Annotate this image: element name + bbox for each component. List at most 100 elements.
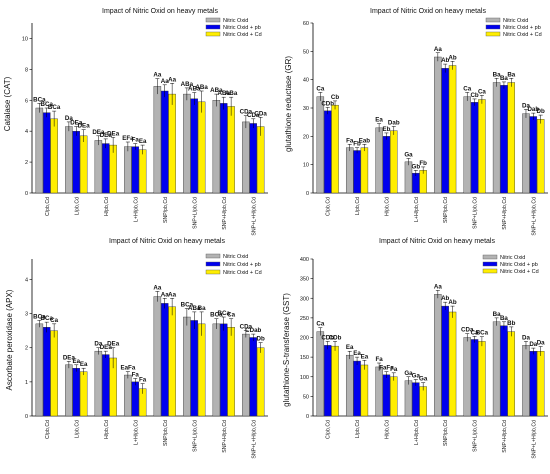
bar <box>331 104 339 194</box>
legend-label-1: Nitric Oxid + pb <box>503 25 541 31</box>
legend: Nitric Oxid Nitric Oxid + pb Nitric Oxid… <box>205 253 262 276</box>
legend-label-1: Nitric Oxid + pb <box>500 262 538 268</box>
significance-label: Aa <box>153 284 161 291</box>
x-tick-label: SNP+H/pb,Cd <box>502 420 508 453</box>
bar <box>323 345 332 417</box>
significance-label: Ea <box>139 138 147 145</box>
x-tick-label: SNP/pb,Cd <box>443 420 449 446</box>
x-tick-label: SNP/pb,Cd <box>163 420 169 446</box>
bar <box>242 121 250 194</box>
y-tick-label: 10 <box>22 36 28 42</box>
y-tick-label: 150 <box>300 355 309 361</box>
legend-swatch-1 <box>205 24 221 30</box>
panel-gst: Impact of Nitric Oxid on heavy metals gl… <box>282 238 548 459</box>
bar <box>242 333 250 417</box>
bar <box>249 123 257 194</box>
bar <box>463 96 471 194</box>
y-tick-label: 400 <box>300 257 309 263</box>
x-tick-label: SNP+L+H/pb,Cd <box>251 420 257 459</box>
significance-label: Ga <box>404 370 413 377</box>
significance-label: Eb <box>382 126 390 133</box>
significance-label: Ab <box>441 57 449 64</box>
significance-label: DEa <box>100 344 113 351</box>
x-tick-label: SNP+L/pb,Cd <box>473 197 479 229</box>
x-tick-label: H/pb,Cd <box>104 197 110 216</box>
bar <box>161 303 169 417</box>
y-tick-label: 40 <box>303 78 309 84</box>
bar <box>492 321 501 417</box>
legend-swatch-0 <box>205 17 221 23</box>
significance-label: CDa <box>254 110 267 117</box>
bar <box>404 380 413 417</box>
significance-label: DEa <box>78 123 91 130</box>
y-tick-label: 2 <box>25 160 28 166</box>
legend-label-1: Nitric Oxid + pb <box>223 25 261 31</box>
x-tick-label: SNP+H/pb,Cd <box>502 197 508 230</box>
significance-label: ABa <box>218 90 231 97</box>
bar <box>536 351 545 417</box>
significance-label: Cb <box>470 92 478 99</box>
y-tick-label: 0 <box>306 191 309 197</box>
legend-swatch-2 <box>205 31 221 37</box>
chart-title: Impact of Nitric Oxid on heavy metals <box>379 238 495 245</box>
x-tick-label: L+H/pb,Cd <box>414 420 420 445</box>
bar <box>360 147 369 194</box>
significance-label: Ga <box>412 372 421 379</box>
x-tick-label: C/pb,Cd <box>326 420 332 439</box>
significance-label: Fa <box>132 137 140 144</box>
significance-label: DEa <box>70 120 83 127</box>
panel-gr: Impact of Nitric Oxid on heavy metals gl… <box>284 8 548 236</box>
bar <box>72 368 80 417</box>
legend-swatch-0 <box>482 254 498 260</box>
significance-label: BCa <box>476 330 489 337</box>
chart-title: Impact of Nitric Oxid on heavy metals <box>102 8 218 15</box>
bar <box>345 354 354 417</box>
significance-label: Fa <box>139 377 147 384</box>
y-tick-label: 3 <box>25 312 28 318</box>
significance-label: Fa <box>390 366 398 373</box>
significance-label: CDa <box>247 112 260 119</box>
significance-label: Bb <box>507 320 515 327</box>
significance-label: Fa <box>375 356 383 363</box>
bar <box>345 147 354 194</box>
bar <box>382 374 391 417</box>
bar <box>102 354 110 417</box>
significance-label: Ea <box>361 353 369 360</box>
legend-label-1: Nitric Oxid + pb <box>223 262 261 268</box>
legend-swatch-2 <box>482 268 498 274</box>
bar <box>212 100 221 194</box>
significance-label: Ea <box>80 361 88 368</box>
bar <box>529 351 538 417</box>
bar <box>360 364 369 417</box>
significance-label: CDb <box>329 334 342 341</box>
chart-title: Impact of Nitric Oxid on heavy metals <box>370 8 486 15</box>
significance-label: Aa <box>153 72 161 79</box>
x-tick-label: L+H/pb,Cd <box>414 197 420 222</box>
bar <box>131 381 139 417</box>
significance-label: Ea <box>375 117 383 124</box>
bar <box>94 140 103 194</box>
y-tick-label: 4 <box>25 277 28 283</box>
bar <box>102 143 110 194</box>
significance-label: Da <box>522 102 530 109</box>
y-tick-label: 300 <box>300 296 309 302</box>
significance-label: ABa <box>188 305 201 312</box>
significance-label: DEa <box>63 354 76 361</box>
significance-label: Ca <box>316 85 324 92</box>
y-axis-label: Ascorbate peroxidase (APX) <box>5 289 14 390</box>
bar <box>79 135 88 194</box>
legend-label-2: Nitric Oxid + Cd <box>500 269 539 275</box>
y-tick-label: 8 <box>25 67 28 73</box>
bar <box>256 126 265 194</box>
bar <box>124 146 132 194</box>
bar <box>448 311 457 417</box>
significance-label: Ea <box>346 344 354 351</box>
significance-label: Ba <box>493 71 501 78</box>
x-tick-label: L/pb,Cd <box>355 197 361 215</box>
x-tick-label: SNP+L+H/pb,Cd <box>251 197 257 236</box>
significance-label: ABa <box>225 90 238 97</box>
legend-label-2: Nitric Oxid + Cd <box>223 32 262 38</box>
x-tick-label: L/pb,Cd <box>355 420 361 438</box>
y-tick-label: 250 <box>300 316 309 322</box>
bar <box>256 347 265 417</box>
